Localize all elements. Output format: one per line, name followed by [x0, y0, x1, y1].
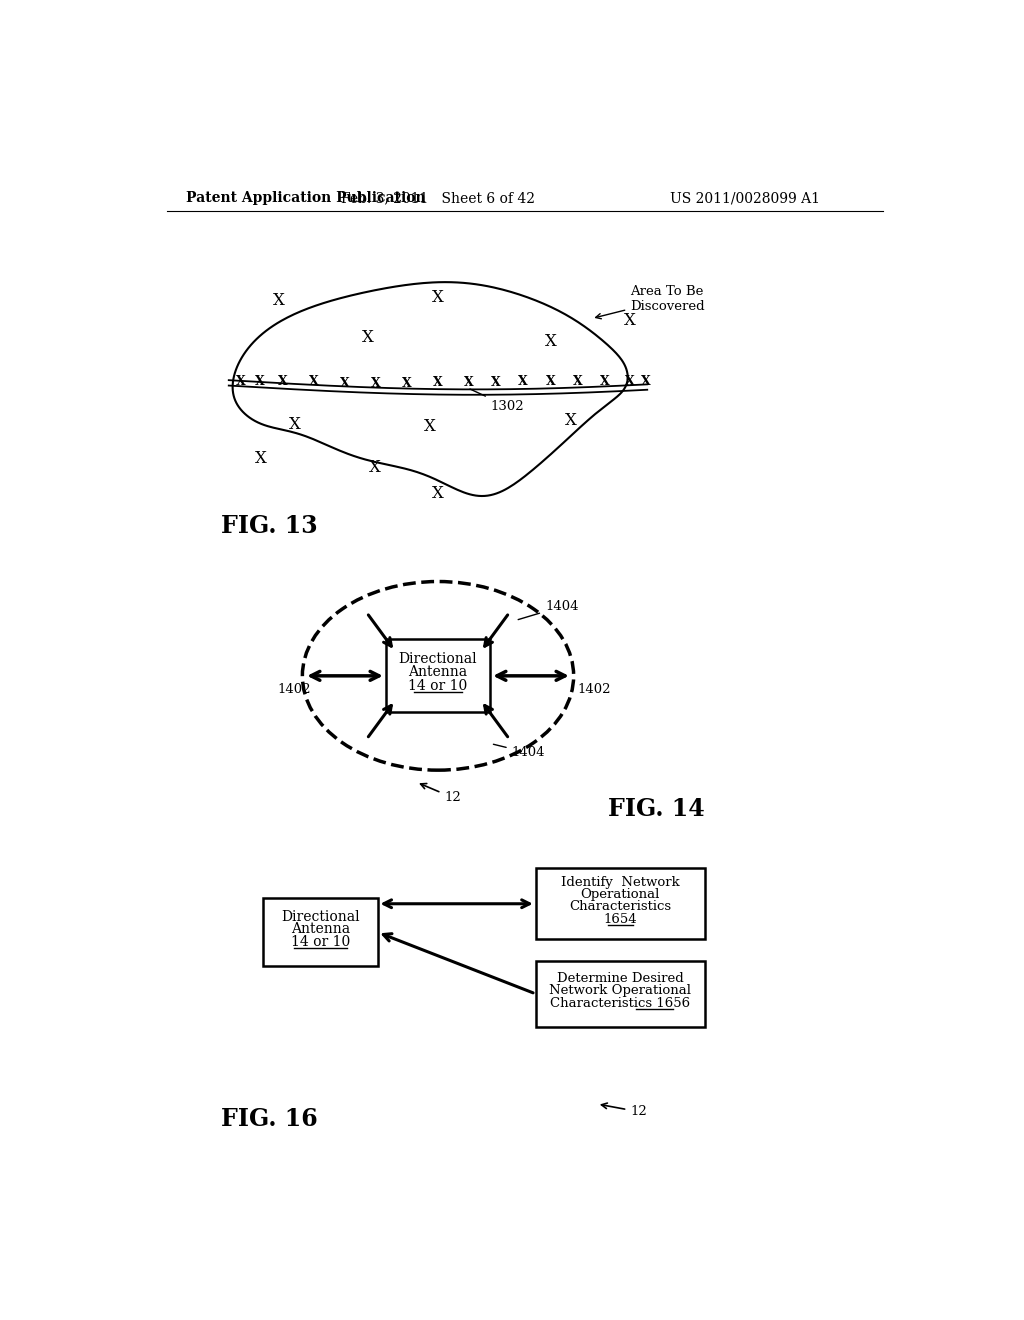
- Text: X: X: [572, 375, 583, 388]
- Text: Determine Desired: Determine Desired: [557, 972, 683, 985]
- Text: X: X: [255, 450, 267, 467]
- Text: Directional: Directional: [281, 909, 359, 924]
- Text: Characteristics 1656: Characteristics 1656: [550, 997, 690, 1010]
- Text: Characteristics: Characteristics: [569, 900, 671, 913]
- Text: 1654: 1654: [603, 912, 637, 925]
- Text: FIG. 16: FIG. 16: [221, 1107, 317, 1131]
- Text: X: X: [309, 375, 318, 388]
- Text: Network Operational: Network Operational: [549, 985, 691, 998]
- Text: Directional: Directional: [398, 652, 477, 665]
- Text: X: X: [362, 329, 374, 346]
- FancyBboxPatch shape: [263, 899, 378, 966]
- FancyBboxPatch shape: [386, 639, 490, 713]
- Text: Feb. 3, 2011   Sheet 6 of 42: Feb. 3, 2011 Sheet 6 of 42: [341, 191, 535, 206]
- Text: X: X: [402, 376, 412, 389]
- Text: 1404: 1404: [518, 601, 579, 619]
- FancyBboxPatch shape: [536, 961, 705, 1027]
- Text: X: X: [626, 375, 635, 388]
- Text: X: X: [625, 312, 636, 329]
- Text: 1402: 1402: [578, 684, 611, 696]
- Text: Antenna: Antenna: [291, 923, 350, 936]
- Text: FIG. 13: FIG. 13: [221, 515, 317, 539]
- Text: 1402: 1402: [278, 684, 310, 696]
- Text: X: X: [236, 375, 246, 388]
- Text: X: X: [432, 484, 444, 502]
- Text: Patent Application Publication: Patent Application Publication: [186, 191, 426, 206]
- Text: X: X: [518, 375, 528, 388]
- Text: 12: 12: [601, 1104, 647, 1118]
- Text: X: X: [641, 375, 650, 388]
- Text: X: X: [545, 333, 556, 350]
- Text: Identify  Network: Identify Network: [561, 875, 680, 888]
- Text: X: X: [369, 459, 380, 477]
- Text: FIG. 14: FIG. 14: [608, 797, 706, 821]
- Text: 1302: 1302: [470, 389, 524, 413]
- Text: X: X: [424, 418, 436, 434]
- Text: X: X: [273, 292, 285, 309]
- Text: US 2011/0028099 A1: US 2011/0028099 A1: [671, 191, 820, 206]
- Text: X: X: [546, 375, 555, 388]
- Text: Area To Be
Discovered: Area To Be Discovered: [596, 285, 705, 318]
- Text: X: X: [279, 375, 288, 388]
- Text: 1404: 1404: [494, 744, 545, 759]
- Text: X: X: [492, 376, 501, 389]
- Text: Antenna: Antenna: [409, 665, 468, 678]
- Text: X: X: [255, 375, 264, 388]
- Text: X: X: [340, 376, 350, 389]
- Text: 12: 12: [421, 784, 461, 804]
- Text: 14 or 10: 14 or 10: [409, 678, 468, 693]
- Text: X: X: [464, 376, 474, 389]
- Text: X: X: [565, 412, 578, 429]
- Text: X: X: [433, 376, 442, 389]
- Text: X: X: [371, 376, 381, 389]
- FancyBboxPatch shape: [536, 869, 705, 940]
- Text: X: X: [600, 375, 609, 388]
- Text: X: X: [289, 416, 301, 433]
- Text: Operational: Operational: [581, 888, 659, 902]
- Text: X: X: [432, 289, 444, 305]
- Text: 14 or 10: 14 or 10: [291, 936, 350, 949]
